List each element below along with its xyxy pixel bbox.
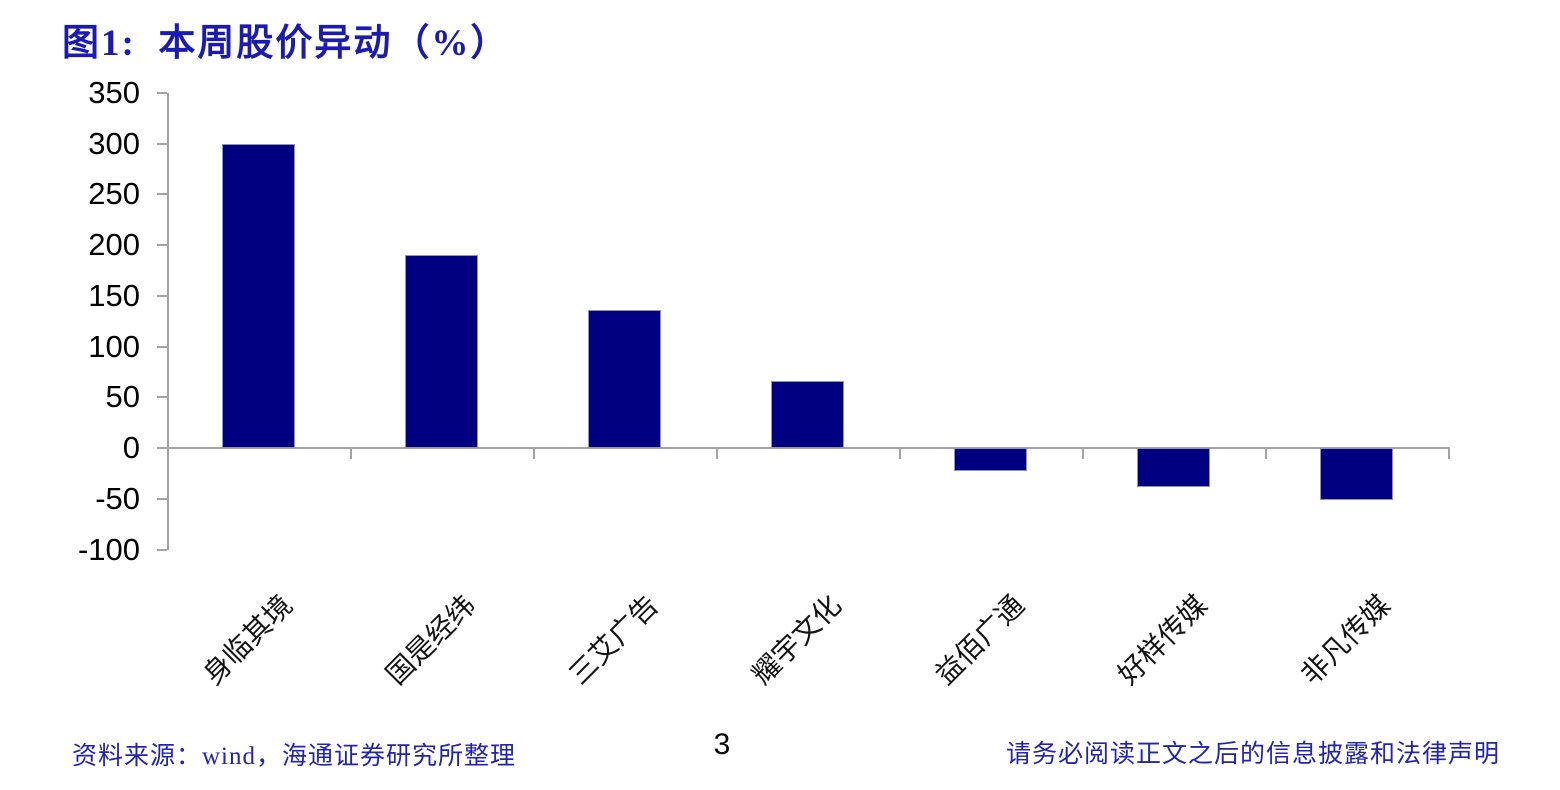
y-tick	[157, 193, 167, 196]
y-tick	[157, 396, 167, 399]
x-tick	[1082, 448, 1084, 459]
x-tick	[1265, 448, 1267, 459]
category-label: 好样传媒	[1113, 589, 1215, 692]
y-tick	[157, 91, 167, 94]
category-label: 耀宇文化	[747, 589, 849, 692]
y-tick	[157, 294, 167, 297]
bar	[1137, 448, 1210, 487]
y-tick-label: 250	[88, 176, 140, 212]
x-tick	[716, 448, 718, 459]
y-axis-line	[167, 92, 169, 550]
source-note: 资料来源：wind，海通证券研究所整理	[72, 743, 517, 770]
bar	[222, 143, 295, 448]
x-tick	[1448, 448, 1450, 459]
category-label: 益佰广通	[930, 589, 1032, 692]
y-tick	[157, 447, 167, 449]
y-tick	[157, 345, 167, 348]
category-label: 三艾广告	[564, 589, 666, 692]
y-tick	[157, 548, 167, 551]
y-tick	[157, 142, 167, 145]
bar	[954, 448, 1027, 472]
y-tick-label: 350	[88, 74, 140, 110]
x-tick	[899, 448, 901, 459]
disclaimer: 请务必阅读正文之后的信息披露和法律声明	[1005, 741, 1500, 768]
y-tick-label: 50	[105, 379, 140, 415]
y-tick-label: -100	[77, 531, 140, 567]
category-label: 非凡传媒	[1296, 589, 1398, 692]
bar	[1320, 448, 1393, 500]
y-tick	[157, 497, 167, 500]
y-tick-label: -50	[95, 480, 140, 516]
bar	[588, 309, 661, 448]
y-tick-label: 150	[88, 277, 140, 313]
bar	[405, 255, 478, 448]
y-tick-label: 100	[88, 328, 140, 364]
y-tick	[157, 244, 167, 246]
category-label: 国是经纬	[381, 589, 483, 692]
category-label: 身临其境	[198, 589, 300, 692]
x-axis-line	[167, 447, 1450, 449]
x-tick	[533, 448, 535, 459]
chart-title: 图1: 本周股价异动（%）	[62, 23, 510, 64]
y-tick-label: 300	[88, 125, 140, 161]
x-tick	[350, 448, 352, 459]
y-tick-label: 0	[122, 430, 140, 465]
bar	[771, 381, 844, 448]
y-tick-label: 200	[88, 227, 140, 262]
page-number: 3	[713, 728, 731, 761]
